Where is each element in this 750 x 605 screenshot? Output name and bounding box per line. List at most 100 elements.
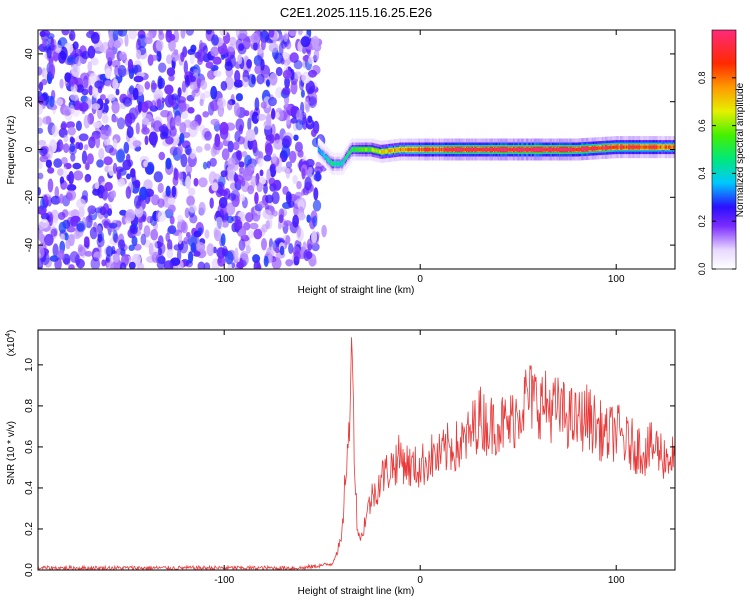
signal-cell: [536, 147, 539, 152]
noise-blob: [59, 46, 68, 61]
noise-blob: [210, 85, 218, 100]
noise-blob: [221, 220, 229, 228]
signal-cell: [583, 147, 586, 151]
noise-blob: [297, 225, 301, 238]
noise-blob: [47, 145, 53, 160]
noise-blob: [60, 123, 67, 130]
signal-cell: [556, 147, 559, 152]
signal-cell: [414, 147, 417, 152]
noise-blob: [104, 67, 112, 80]
noise-blob: [66, 56, 74, 66]
noise-blob: [169, 226, 174, 233]
noise-blob: [274, 246, 281, 254]
noise-blob: [305, 80, 316, 95]
signal-cell: [384, 149, 387, 153]
noise-blob: [281, 166, 290, 173]
noise-blob: [84, 144, 89, 151]
noise-blob: [97, 232, 103, 243]
signal-cell: [471, 147, 474, 152]
noise-blob: [293, 250, 301, 262]
signal-cell: [543, 147, 546, 152]
signal-cell: [447, 147, 450, 152]
signal-cell: [321, 151, 324, 155]
noise-blob: [59, 143, 65, 150]
signal-cell: [403, 147, 406, 152]
y-tick-label: -40: [24, 237, 35, 252]
signal-cell: [358, 147, 362, 152]
noise-blob: [288, 30, 297, 37]
noise-blob: [256, 73, 265, 85]
noise-blob: [112, 162, 118, 174]
signal-cell: [370, 147, 373, 152]
noise-blob: [311, 128, 317, 138]
noise-blob: [66, 184, 77, 192]
noise-blob: [288, 243, 294, 254]
signal-cell: [580, 147, 583, 151]
noise-blob: [260, 38, 266, 51]
noise-blob: [86, 153, 94, 165]
snr-multiplier-exponent: 4: [5, 333, 12, 337]
noise-blob: [132, 87, 139, 101]
signal-cell: [482, 147, 485, 152]
noise-blob: [198, 177, 208, 188]
noise-blob: [75, 55, 82, 67]
snr-y-label: SNR (10 * v/v): [6, 421, 17, 485]
noise-blob: [59, 193, 64, 204]
noise-blob: [134, 179, 141, 189]
signal-cell: [334, 162, 337, 166]
noise-blob: [187, 48, 196, 56]
snr-multiplier-close: ): [6, 330, 17, 333]
noise-blob: [165, 157, 172, 170]
noise-blobs: [38, 30, 327, 269]
noise-blob: [253, 41, 258, 51]
noise-blob: [169, 215, 175, 225]
signal-cell: [527, 147, 530, 152]
noise-blob: [39, 147, 48, 157]
noise-blob: [69, 104, 75, 115]
signal-cell: [344, 157, 347, 161]
noise-blob: [63, 257, 71, 266]
colorbar-tick-label: 0.6: [697, 119, 707, 132]
noise-blob: [166, 54, 173, 65]
noise-blob: [221, 148, 230, 161]
signal-cell: [521, 147, 524, 152]
colorbar-tick-label: 0.2: [697, 215, 707, 228]
noise-blob: [157, 182, 164, 194]
noise-blob: [50, 195, 61, 205]
noise-blob: [189, 54, 195, 65]
signal-cell: [667, 145, 670, 149]
noise-blob: [177, 87, 182, 98]
noise-blob: [295, 119, 304, 131]
noise-blob: [263, 154, 272, 162]
signal-cell: [615, 145, 618, 149]
signal-cell: [591, 147, 594, 151]
noise-blob: [311, 35, 320, 49]
noise-blob: [141, 101, 149, 113]
signal-cell: [557, 147, 560, 152]
noise-blob: [111, 115, 119, 123]
noise-blob: [38, 221, 45, 231]
noise-blob: [117, 117, 125, 130]
noise-blob: [254, 192, 259, 205]
signal-cell: [406, 147, 409, 152]
noise-blob: [117, 239, 126, 251]
signal-cell: [590, 147, 593, 151]
colorbar-tick-label: 0.8: [697, 72, 707, 85]
y-tick-label: 0.0: [24, 563, 35, 577]
y-tick-label: 0.6: [24, 440, 35, 454]
noise-blob: [253, 228, 263, 240]
noise-blob: [179, 132, 185, 144]
signal-cell: [640, 145, 643, 149]
noise-blob: [68, 233, 75, 247]
noise-blob: [81, 150, 88, 165]
signal-cell: [361, 147, 364, 152]
signal-cell: [644, 145, 647, 149]
noise-blob: [173, 49, 179, 56]
noise-blob: [282, 69, 292, 80]
signal-cell: [503, 147, 506, 152]
noise-blob: [278, 42, 284, 56]
signal-cell: [493, 147, 496, 152]
signal-cell: [620, 145, 623, 149]
noise-blob: [300, 36, 311, 48]
noise-blob: [210, 46, 220, 57]
